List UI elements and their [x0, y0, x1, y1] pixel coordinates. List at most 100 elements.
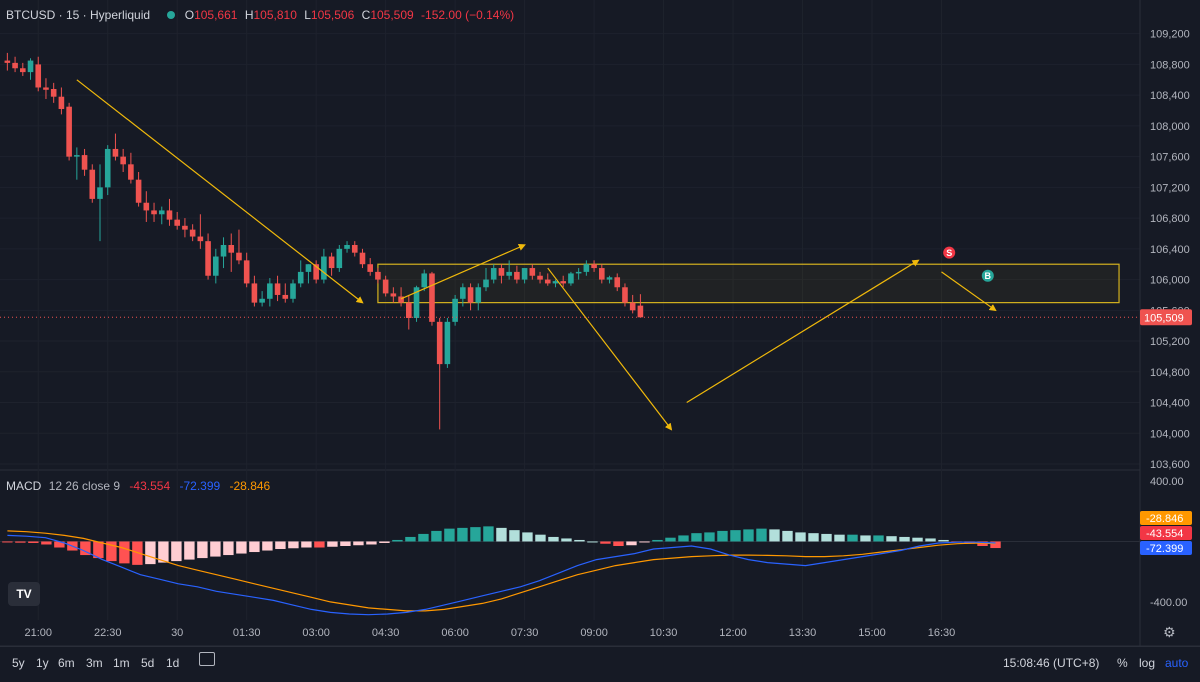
tradingview-logo-icon[interactable]: TV [8, 582, 40, 606]
timeframe-3m[interactable]: 3m [86, 656, 103, 670]
timeframe-6m[interactable]: 6m [58, 656, 75, 670]
macd-histogram-bar [561, 538, 572, 542]
macd-histogram-bar [756, 528, 767, 542]
candle-body [313, 264, 319, 280]
macd-name[interactable]: MACD [6, 479, 42, 493]
macd-histogram-bar [496, 527, 507, 542]
trend-arrow [941, 271, 997, 312]
macd-histogram-bar [470, 527, 481, 542]
macd-histogram-bar [899, 536, 910, 542]
clock[interactable]: 15:08:46 (UTC+8) [1003, 656, 1100, 670]
macd-histogram-bar [743, 529, 754, 542]
price-tick-label: 105,200 [1150, 336, 1190, 348]
change-value: -152.00 (−0.14%) [421, 8, 515, 22]
candle-body [251, 283, 258, 303]
macd-histogram-bar [444, 528, 455, 542]
gear-icon[interactable]: ⚙ [1163, 624, 1176, 640]
candle-body [475, 287, 482, 303]
price-tick-label: 104,400 [1150, 398, 1190, 410]
timeframe-1y[interactable]: 1y [36, 656, 49, 670]
macd-histogram-bar [171, 541, 182, 562]
candle-body [143, 202, 150, 211]
calendar-icon[interactable] [199, 652, 215, 666]
macd-histogram-bar [990, 541, 1001, 549]
macd-histogram-bar [782, 530, 793, 542]
macd-histogram-bar [691, 533, 702, 542]
macd-value-badge [1140, 526, 1192, 540]
macd-tick-label: -400.00 [1150, 597, 1187, 609]
timeframe-1d[interactable]: 1d [166, 656, 180, 670]
candle-body [637, 305, 644, 318]
macd-histogram-bar [80, 541, 91, 556]
candle-body [158, 210, 165, 215]
bottom-toolbar: 5y 1y 6m 3m 1m 5d 1d 15:08:46 (UTC+8) % … [0, 646, 1200, 678]
timeframe-5y[interactable]: 5y [12, 656, 25, 670]
candle-body [120, 156, 126, 165]
percent-scale-button[interactable]: % [1117, 656, 1128, 670]
macd-histogram-bar [509, 530, 520, 542]
macd-histogram-bar [275, 541, 286, 550]
candle-body [213, 256, 219, 276]
time-tick-label: 21:00 [24, 627, 52, 639]
macd-histogram-bar [873, 535, 884, 542]
grid [0, 469, 1140, 471]
candle-body [236, 252, 242, 261]
macd-histogram-bar [262, 541, 273, 551]
candle-body [104, 148, 111, 188]
log-scale-button[interactable]: log [1139, 656, 1156, 670]
candle-body [128, 164, 134, 180]
macd-histogram-bar [158, 541, 169, 563]
candle-body [4, 60, 11, 63]
macd-value-badge-label: -72.399 [1146, 543, 1183, 555]
candle-body [552, 281, 559, 284]
trend-arrow [547, 267, 673, 431]
candle-body [622, 287, 628, 303]
candle-body [166, 210, 173, 220]
candle-body [514, 271, 520, 280]
price-tick-label: 103,600 [1150, 459, 1190, 471]
price-tick-label: 107,200 [1150, 182, 1190, 194]
candle-body [483, 279, 489, 288]
timeframe-5d[interactable]: 5d [141, 656, 155, 670]
auto-scale-button[interactable]: auto [1165, 656, 1189, 670]
price-tick-label: 106,000 [1150, 275, 1190, 287]
candle-body [259, 298, 265, 303]
macd-histogram-bar [912, 537, 923, 542]
macd-histogram-bar [600, 541, 611, 544]
symbol-header[interactable]: BTCUSD · 15 · Hyperliquid O105,661 H105,… [6, 8, 518, 22]
macd-line [7, 534, 996, 616]
buy-marker [981, 269, 994, 282]
macd-histogram-bar [769, 529, 780, 542]
candle-body [382, 279, 389, 294]
symbol-title[interactable]: BTCUSD · 15 · Hyperliquid [6, 8, 151, 22]
low-value: 105,506 [310, 8, 355, 22]
candle-body [35, 64, 42, 88]
candle-body [43, 87, 49, 90]
macd-histogram-bar [860, 535, 871, 542]
macd-header[interactable]: MACD 12 26 close 9 -43.554 -72.399 -28.8… [6, 479, 270, 493]
candle-body [467, 287, 474, 303]
candle-body [421, 273, 428, 288]
macd-histogram-bar [535, 534, 546, 542]
drawing-layer: SB [0, 79, 1140, 431]
high-value: 105,810 [253, 8, 297, 22]
candle-body [282, 294, 289, 299]
candle-body [344, 245, 350, 249]
candle-body [112, 148, 119, 157]
time-tick-label: 10:30 [650, 627, 678, 639]
macd-histogram-bar [93, 541, 104, 559]
time-tick-label: 16:30 [928, 627, 956, 639]
macd-histogram-bar [925, 538, 936, 542]
candle-body [81, 155, 88, 170]
macd-histogram-bar [522, 532, 533, 542]
macd-histogram-bar [197, 541, 208, 559]
timeframe-1m[interactable]: 1m [113, 656, 130, 670]
candle-body [135, 179, 142, 203]
open-value: 105,661 [194, 8, 238, 22]
candle-body [521, 268, 528, 280]
candle-body [429, 273, 435, 322]
macd-histogram-bar [15, 541, 26, 543]
candle-body [336, 248, 343, 269]
